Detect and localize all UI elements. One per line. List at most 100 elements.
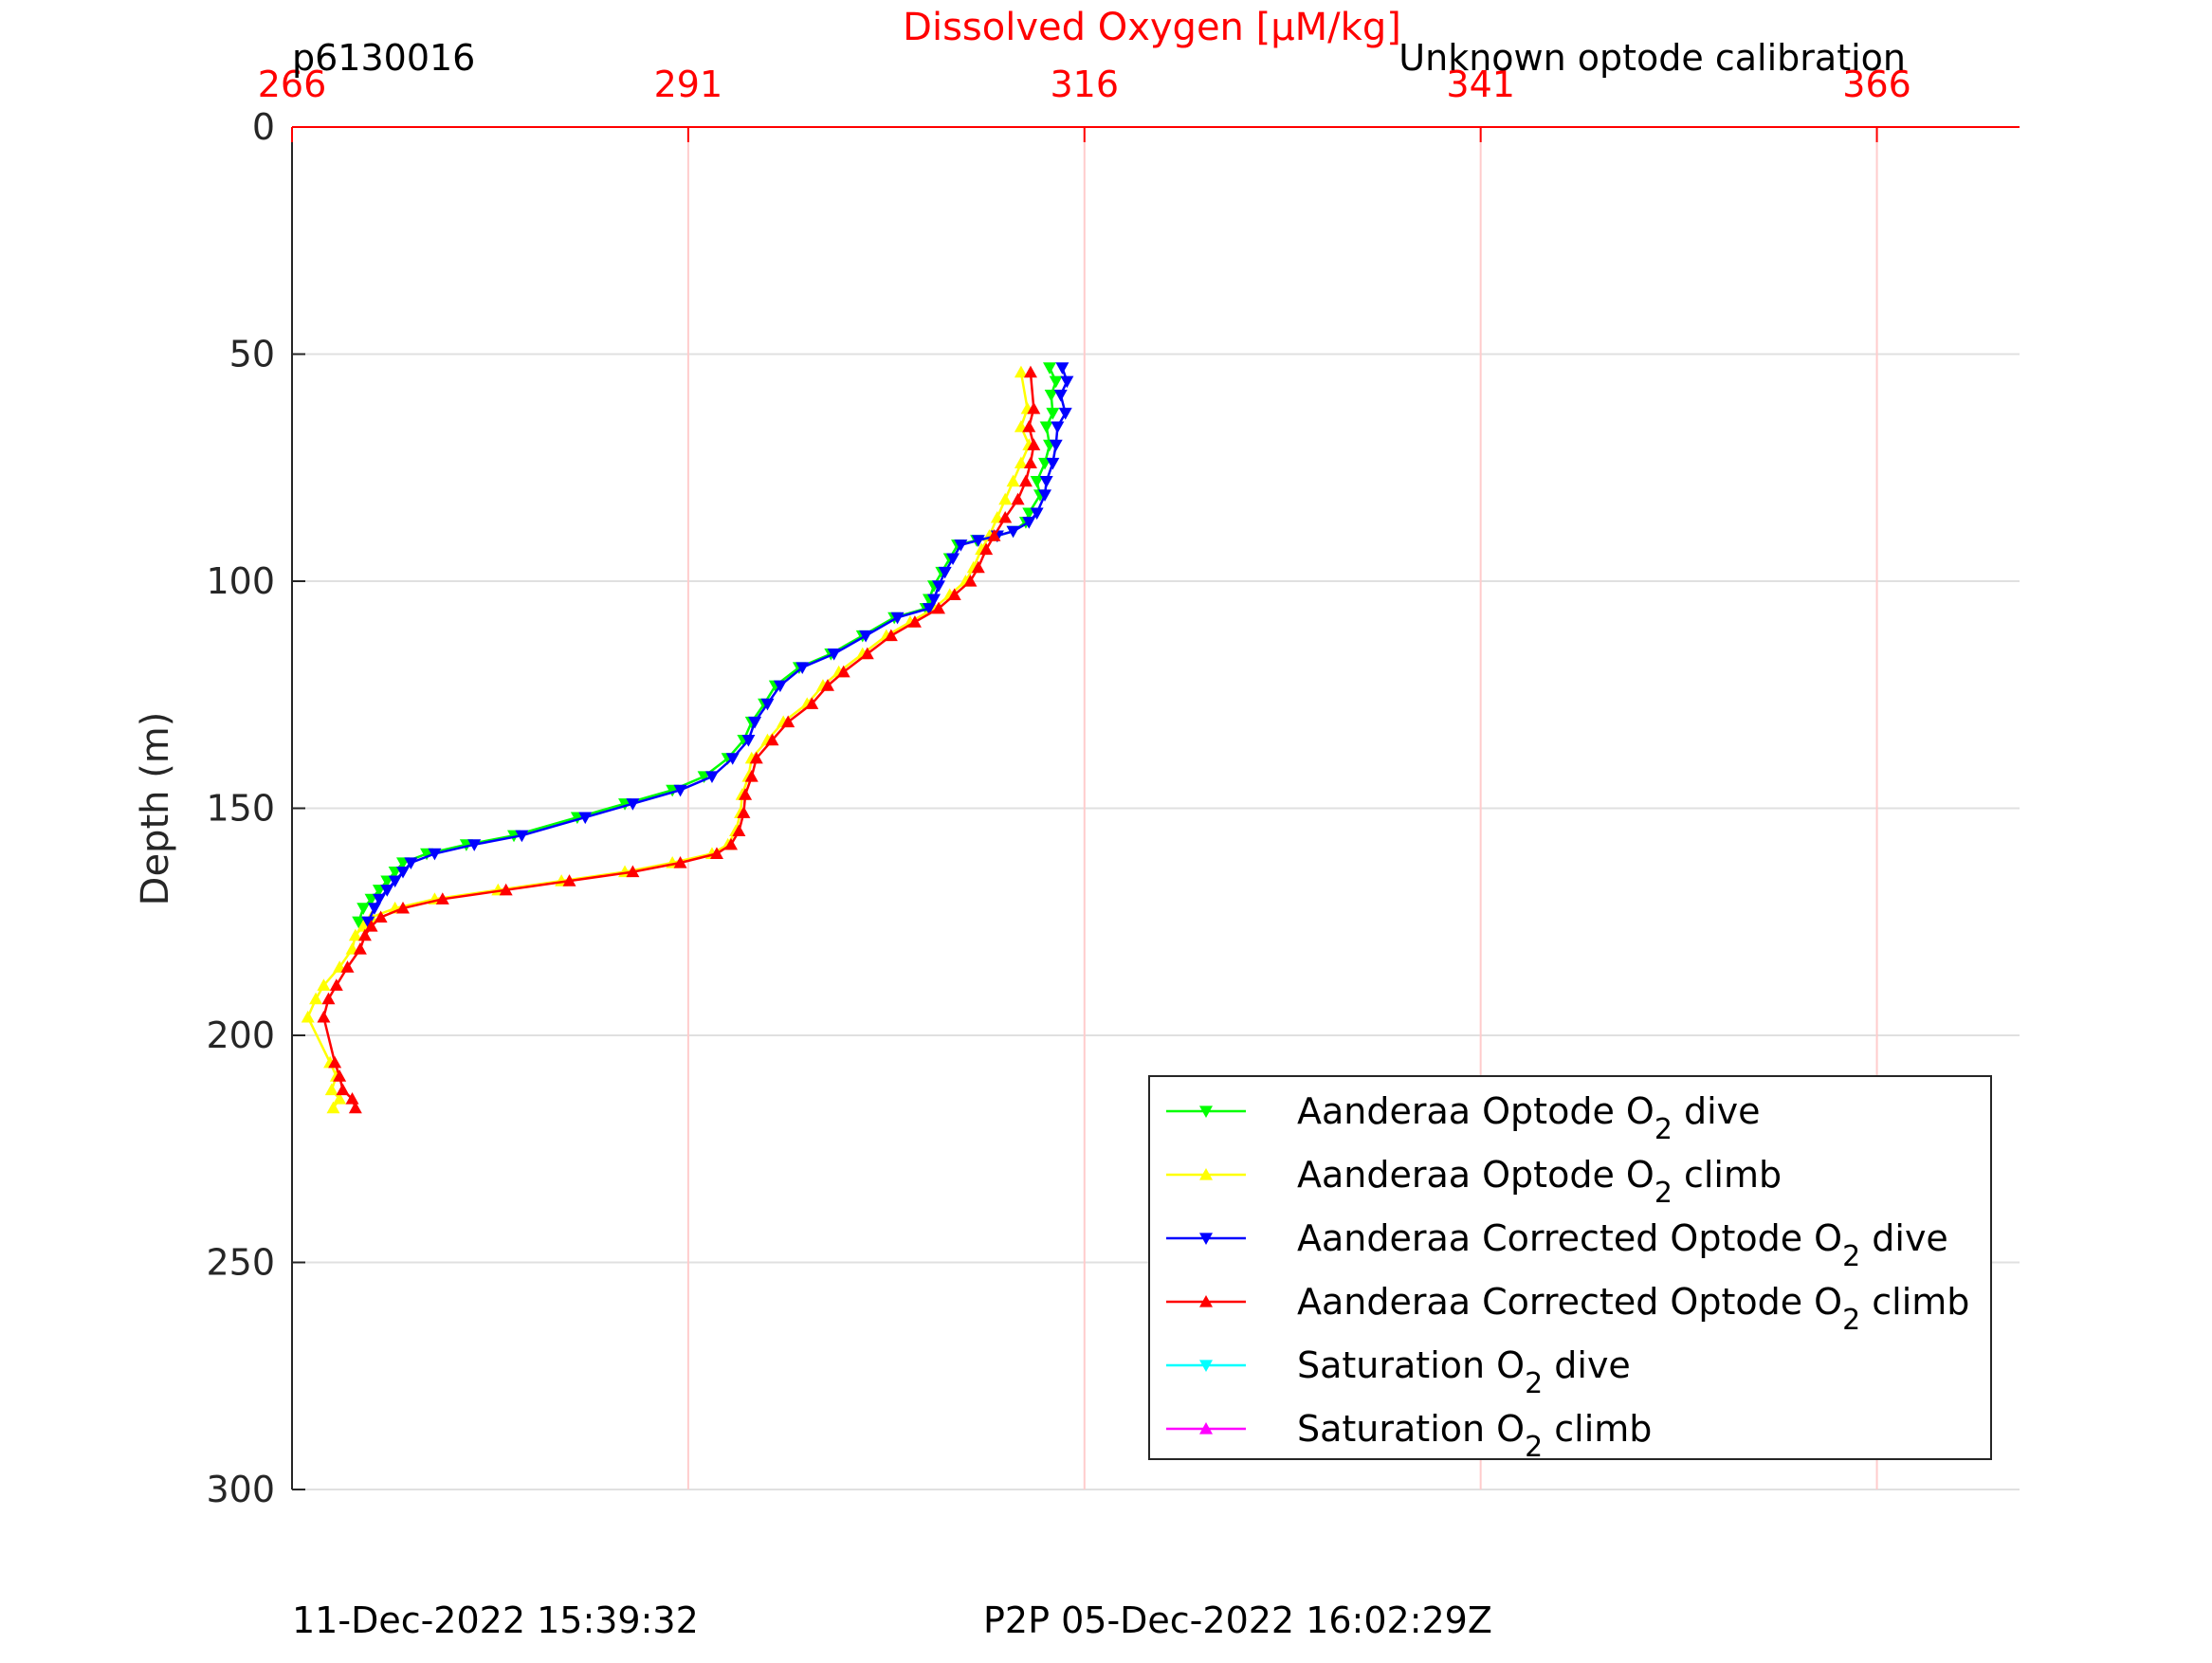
x-tick-label: 341 (1446, 64, 1515, 105)
data-point (749, 751, 763, 764)
axes: 0 50 100 150 200 250 300 266 291 316 341 366 (206, 64, 2020, 1510)
data-point (326, 1101, 340, 1114)
y-tick-label: 0 (252, 106, 275, 148)
data-point (1023, 456, 1037, 469)
data-point (357, 928, 372, 941)
data-point (1027, 401, 1041, 414)
data-point (744, 769, 759, 782)
data-point (1018, 474, 1033, 487)
data-point (309, 992, 323, 1005)
data-point (336, 1083, 350, 1096)
data-point (435, 892, 449, 905)
y-tick-label: 100 (206, 560, 275, 602)
data-point (704, 771, 719, 783)
data-point (1006, 474, 1020, 487)
data-point (741, 735, 756, 747)
y-tick-label: 250 (206, 1242, 275, 1284)
data-point (922, 603, 936, 615)
data-point (673, 855, 687, 868)
data-point (1044, 390, 1058, 402)
data-point (356, 903, 371, 915)
x-tick-label: 266 (258, 64, 327, 105)
data-point (467, 839, 482, 851)
legend-label: Saturation O2 climb (1297, 1408, 1652, 1464)
data-point (1049, 439, 1063, 452)
data-point (340, 960, 355, 973)
data-point (1023, 365, 1037, 378)
y-tick-label: 200 (206, 1014, 275, 1056)
data-point (1006, 525, 1020, 539)
data-point (321, 992, 336, 1005)
series-group (317, 365, 1041, 1114)
data-point (317, 1010, 331, 1023)
data-point (926, 594, 941, 607)
data-point (673, 784, 687, 797)
data-point (388, 875, 402, 888)
data-point (947, 588, 961, 600)
footer-left: 11-Dec-2022 15:39:32 (292, 1599, 699, 1641)
data-point (626, 798, 640, 811)
data-point (1022, 420, 1036, 432)
data-point (732, 824, 746, 837)
legend-swatch-marker (1199, 1295, 1213, 1307)
data-point (578, 812, 593, 825)
y-tick-label: 50 (229, 334, 275, 375)
data-point (998, 492, 1013, 505)
data-point (345, 1092, 359, 1105)
data-point (1030, 507, 1044, 521)
legend-label: Aanderaa Corrected Optode O2 climb (1297, 1281, 1969, 1337)
data-point (396, 866, 411, 879)
data-point (709, 847, 723, 859)
data-point (931, 580, 945, 593)
footer-right: P2P 05-Dec-2022 16:02:29Z (983, 1599, 1492, 1641)
data-point (1011, 492, 1025, 505)
data-point (1046, 408, 1060, 420)
data-point (1043, 362, 1057, 375)
data-point (963, 575, 978, 587)
legend-label: Aanderaa Optode O2 dive (1297, 1090, 1761, 1146)
data-point (1039, 476, 1053, 488)
data-point (1037, 489, 1051, 502)
data-point (773, 680, 787, 693)
data-point (1014, 365, 1028, 378)
data-point (827, 649, 841, 661)
data-point (739, 788, 753, 800)
legend-box (1148, 1075, 1992, 1460)
data-point (367, 903, 381, 915)
data-point (760, 698, 775, 711)
data-point (1046, 457, 1060, 470)
data-point (301, 1010, 315, 1023)
legend-label: Aanderaa Optode O2 climb (1297, 1154, 1782, 1210)
data-point (724, 837, 739, 850)
data-point (946, 553, 960, 566)
data-point (1022, 517, 1036, 529)
data-point (737, 806, 751, 818)
legend-label: Aanderaa Corrected Optode O2 dive (1297, 1217, 1948, 1273)
data-point (1055, 362, 1069, 375)
data-point (725, 753, 740, 765)
data-point (938, 566, 952, 579)
data-point (352, 916, 366, 929)
data-point (1053, 390, 1068, 402)
data-point (364, 920, 378, 932)
chart-title: Dissolved Oxygen [µM/kg] (903, 6, 1401, 49)
data-point (353, 941, 367, 955)
legend-swatch-marker (1199, 1360, 1213, 1372)
data-point (860, 647, 874, 660)
data-point (795, 662, 810, 675)
data-point (998, 510, 1013, 523)
data-point (765, 733, 779, 746)
data-point (317, 978, 331, 991)
legend-swatch-marker (1199, 1106, 1213, 1118)
legend-swatch-marker (1199, 1422, 1213, 1435)
data-point (1060, 375, 1074, 389)
data-point (820, 679, 834, 691)
data-point (781, 715, 795, 728)
data-point (428, 848, 442, 861)
data-point (805, 697, 819, 709)
data-point (333, 1092, 347, 1105)
legend: Aanderaa Optode O2 dive Aanderaa Optode O… (1148, 1075, 1992, 1464)
data-point (954, 539, 968, 552)
data-point (361, 916, 375, 929)
